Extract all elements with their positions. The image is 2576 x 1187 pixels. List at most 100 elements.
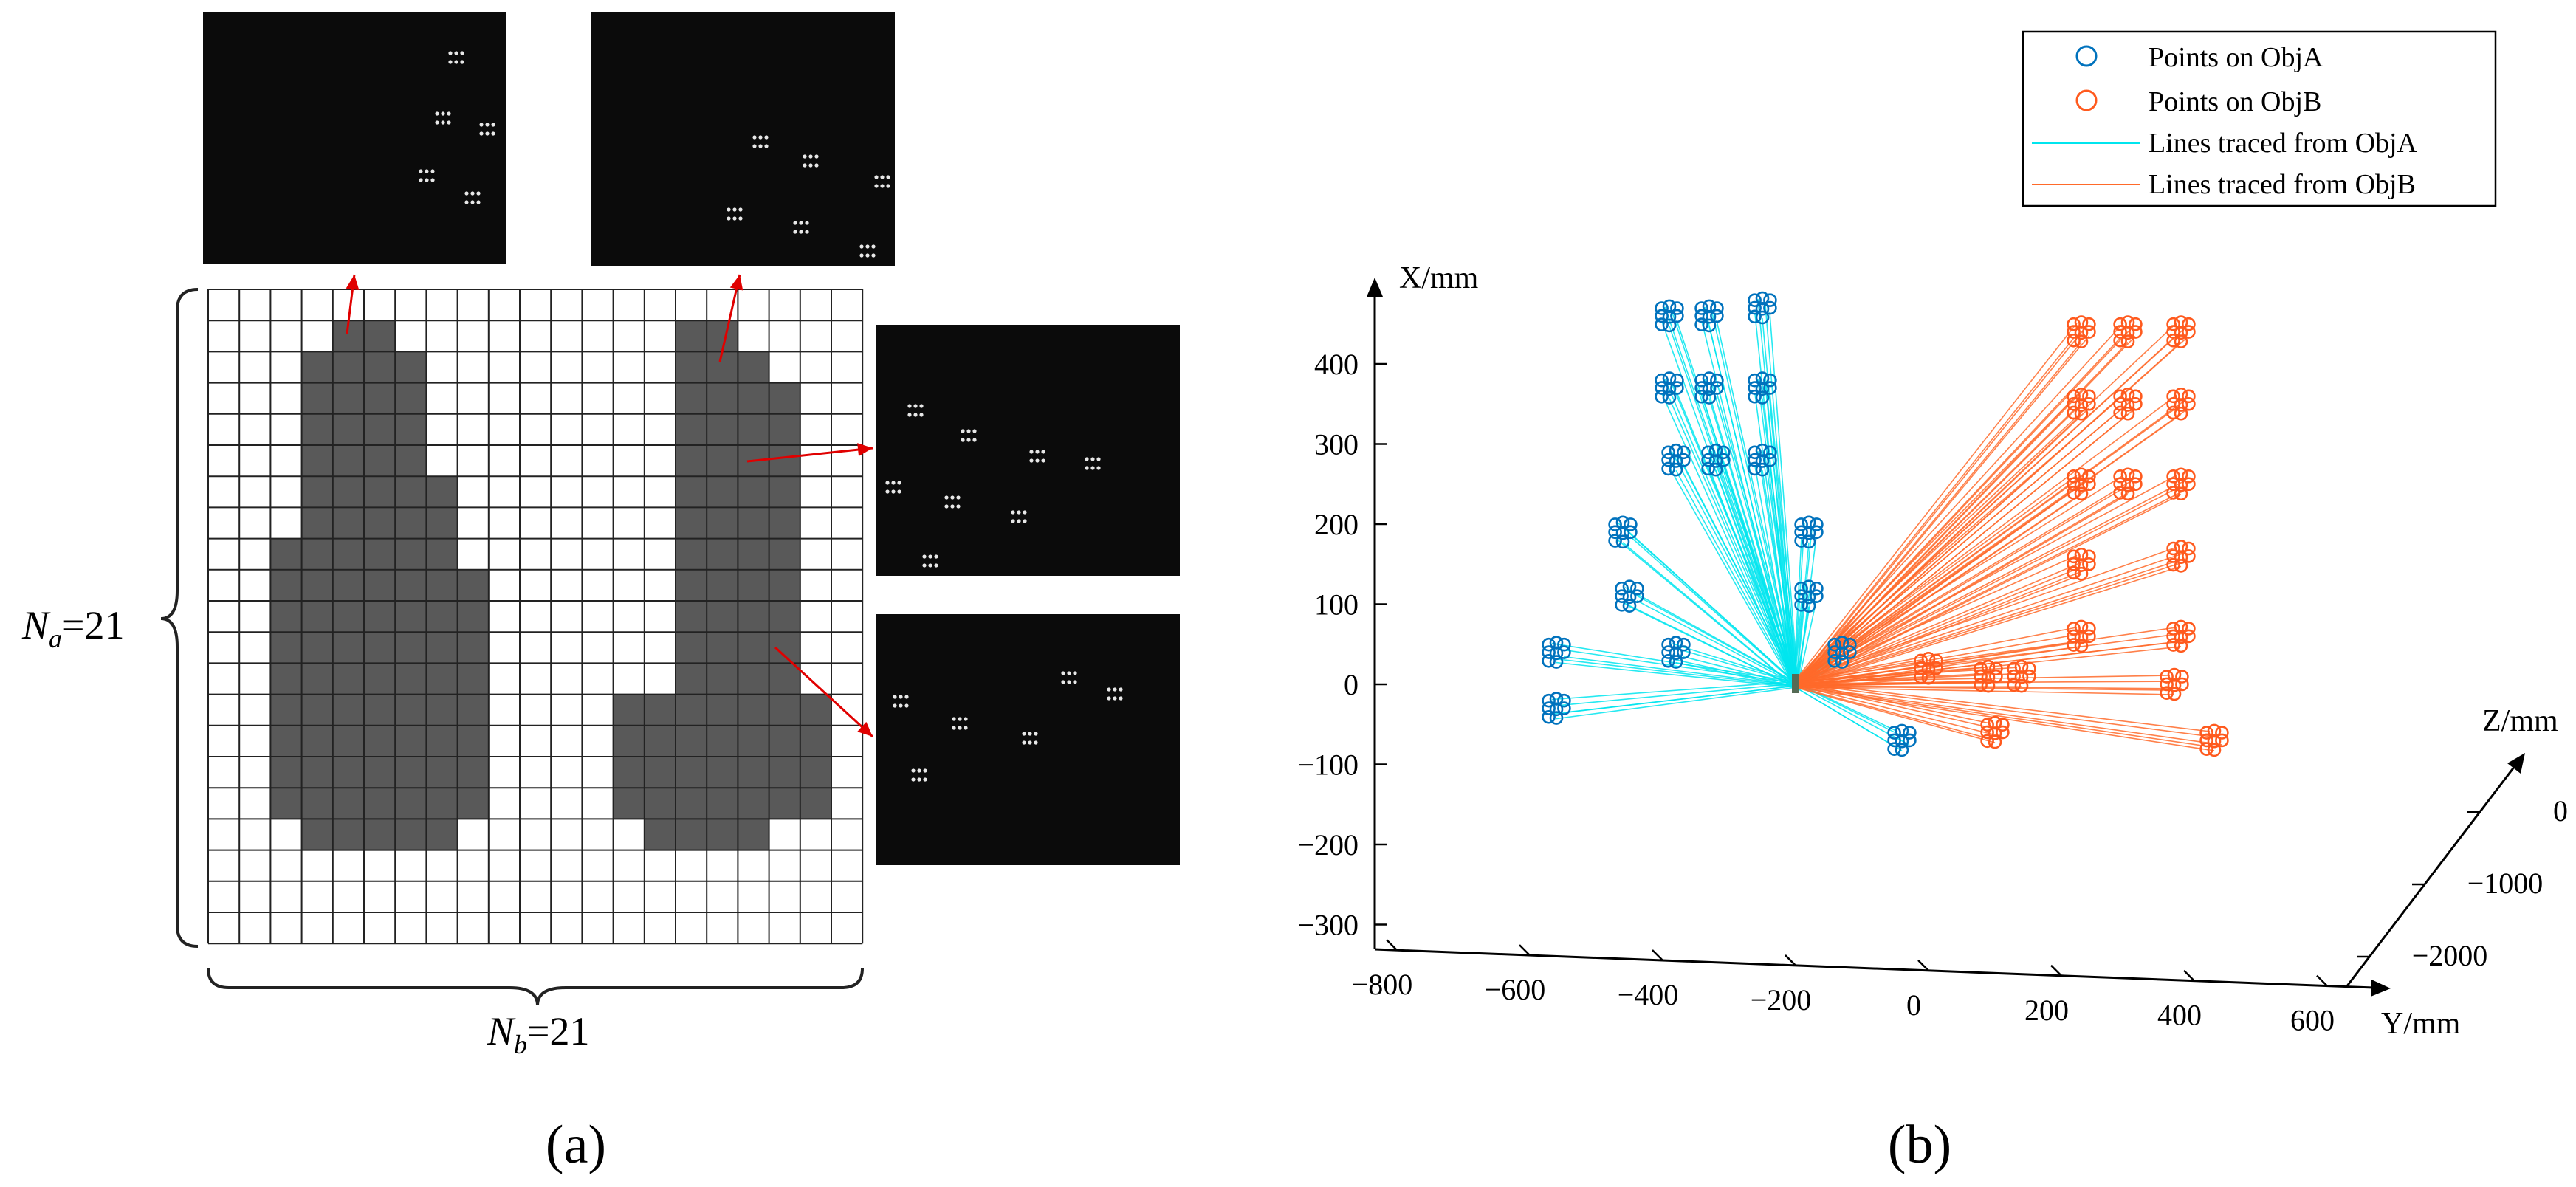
grid-cell [676, 912, 707, 944]
point-cluster-objb [2067, 387, 2096, 421]
point-obja [1549, 655, 1564, 669]
grid-cell [270, 819, 302, 850]
marker-dot [961, 429, 965, 433]
grid-cell [488, 476, 520, 508]
grid-cell [239, 725, 271, 757]
grid-cell-selected [676, 694, 707, 726]
grid-cell [551, 413, 583, 445]
point-obja [1702, 318, 1717, 333]
grid-cell-selected [395, 569, 427, 601]
grid-cell-selected [707, 788, 738, 819]
grid-cell [520, 788, 552, 819]
grid-cell-selected [395, 788, 427, 819]
trace-line-obja [1629, 536, 1799, 687]
marker-dot [928, 563, 932, 568]
trace-line-objb [1793, 685, 2168, 691]
inset-right-upper [876, 325, 1180, 576]
grid-cell-selected [769, 725, 800, 757]
grid-cell [520, 507, 552, 539]
point-objb [2174, 315, 2188, 329]
point-cluster-objb [2166, 619, 2196, 653]
grid-cell-selected [395, 382, 427, 414]
marker-dot [1085, 466, 1089, 470]
grid-cell-selected [707, 632, 738, 664]
marker-dot [419, 178, 423, 182]
point-cluster-obja [1748, 371, 1777, 405]
grid-cell [239, 601, 271, 633]
grid-cell-selected [800, 725, 831, 757]
marker-dot [435, 111, 439, 116]
grid-cell [488, 507, 520, 539]
marker-dot [885, 481, 890, 485]
grid-cell-selected [426, 757, 458, 788]
grid-cell [270, 476, 302, 508]
grid-cell [644, 569, 676, 601]
point-obja [1549, 702, 1564, 717]
point-obja [1748, 373, 1762, 388]
trace-line-obja [1683, 656, 1799, 687]
trace-line-obja [1671, 450, 1795, 682]
grid-cell-selected [769, 663, 800, 695]
trace-line-obja [1708, 465, 1794, 687]
point-cluster-objb [2113, 387, 2143, 421]
grid-cell-selected [301, 725, 333, 757]
legend-label-obja-lines: Lines traced from ObjA [2149, 128, 2418, 159]
grid-cell-selected [738, 569, 769, 601]
point-objb [2113, 317, 2127, 331]
point-obja [1755, 310, 1770, 325]
point-obja [1708, 443, 1723, 458]
trace-line-obja [1715, 469, 1796, 688]
marker-dot [897, 481, 901, 485]
grid-cell-selected [426, 694, 458, 726]
grid-cell [769, 351, 800, 383]
marker-dot [922, 554, 927, 559]
grid-cell [644, 632, 676, 664]
grid-cell-selected [676, 725, 707, 757]
point-objb [1996, 725, 2010, 740]
z-axis-label: Z/mm [2482, 704, 2558, 738]
grid-cell-selected [613, 757, 645, 788]
trace-line-objb [1797, 336, 2089, 687]
point-objb [2067, 405, 2081, 420]
point-objb [2113, 486, 2127, 500]
grid-cell [488, 819, 520, 850]
grid-cell-selected [332, 507, 364, 539]
grid-cell [364, 912, 396, 944]
point-cluster-objb [2166, 387, 2196, 421]
point-objb [2174, 540, 2188, 554]
grid-cell [551, 351, 583, 383]
grid-cell-selected [332, 476, 364, 508]
grid-cell [239, 757, 271, 788]
x-tick-label: 0 [1344, 668, 1359, 701]
grid-cell-selected [364, 819, 396, 850]
marker-dot [911, 777, 916, 782]
trace-line-obja [1671, 642, 1795, 683]
grid-cell [582, 289, 614, 321]
point-obja [1542, 701, 1556, 715]
point-objb [2182, 622, 2196, 636]
point-objb [2074, 558, 2089, 572]
grid-cell-selected [426, 601, 458, 633]
x-tick-label: −100 [1297, 749, 1359, 782]
trace-line-objb [1795, 342, 2082, 688]
point-obja [1542, 709, 1556, 724]
point-obja [1542, 693, 1556, 708]
grid-cell [457, 850, 489, 881]
marker-dot [897, 489, 901, 494]
grid-cell-selected [301, 788, 333, 819]
point-objb [2182, 477, 2196, 492]
grid-cell [831, 382, 863, 414]
point-objb [2067, 396, 2081, 411]
grid-cell-selected [364, 538, 396, 570]
grid-cell [582, 632, 614, 664]
grid-cell [707, 881, 738, 912]
grid-cell-selected [707, 569, 738, 601]
point-objb [2167, 667, 2182, 682]
grid-cell-selected [426, 725, 458, 757]
grid-cell [551, 476, 583, 508]
point-objb [2174, 334, 2188, 348]
trace-line-objb [1796, 328, 2132, 684]
grid-cell-selected [301, 476, 333, 508]
point-obja [1615, 526, 1630, 540]
grid-cell [270, 850, 302, 881]
